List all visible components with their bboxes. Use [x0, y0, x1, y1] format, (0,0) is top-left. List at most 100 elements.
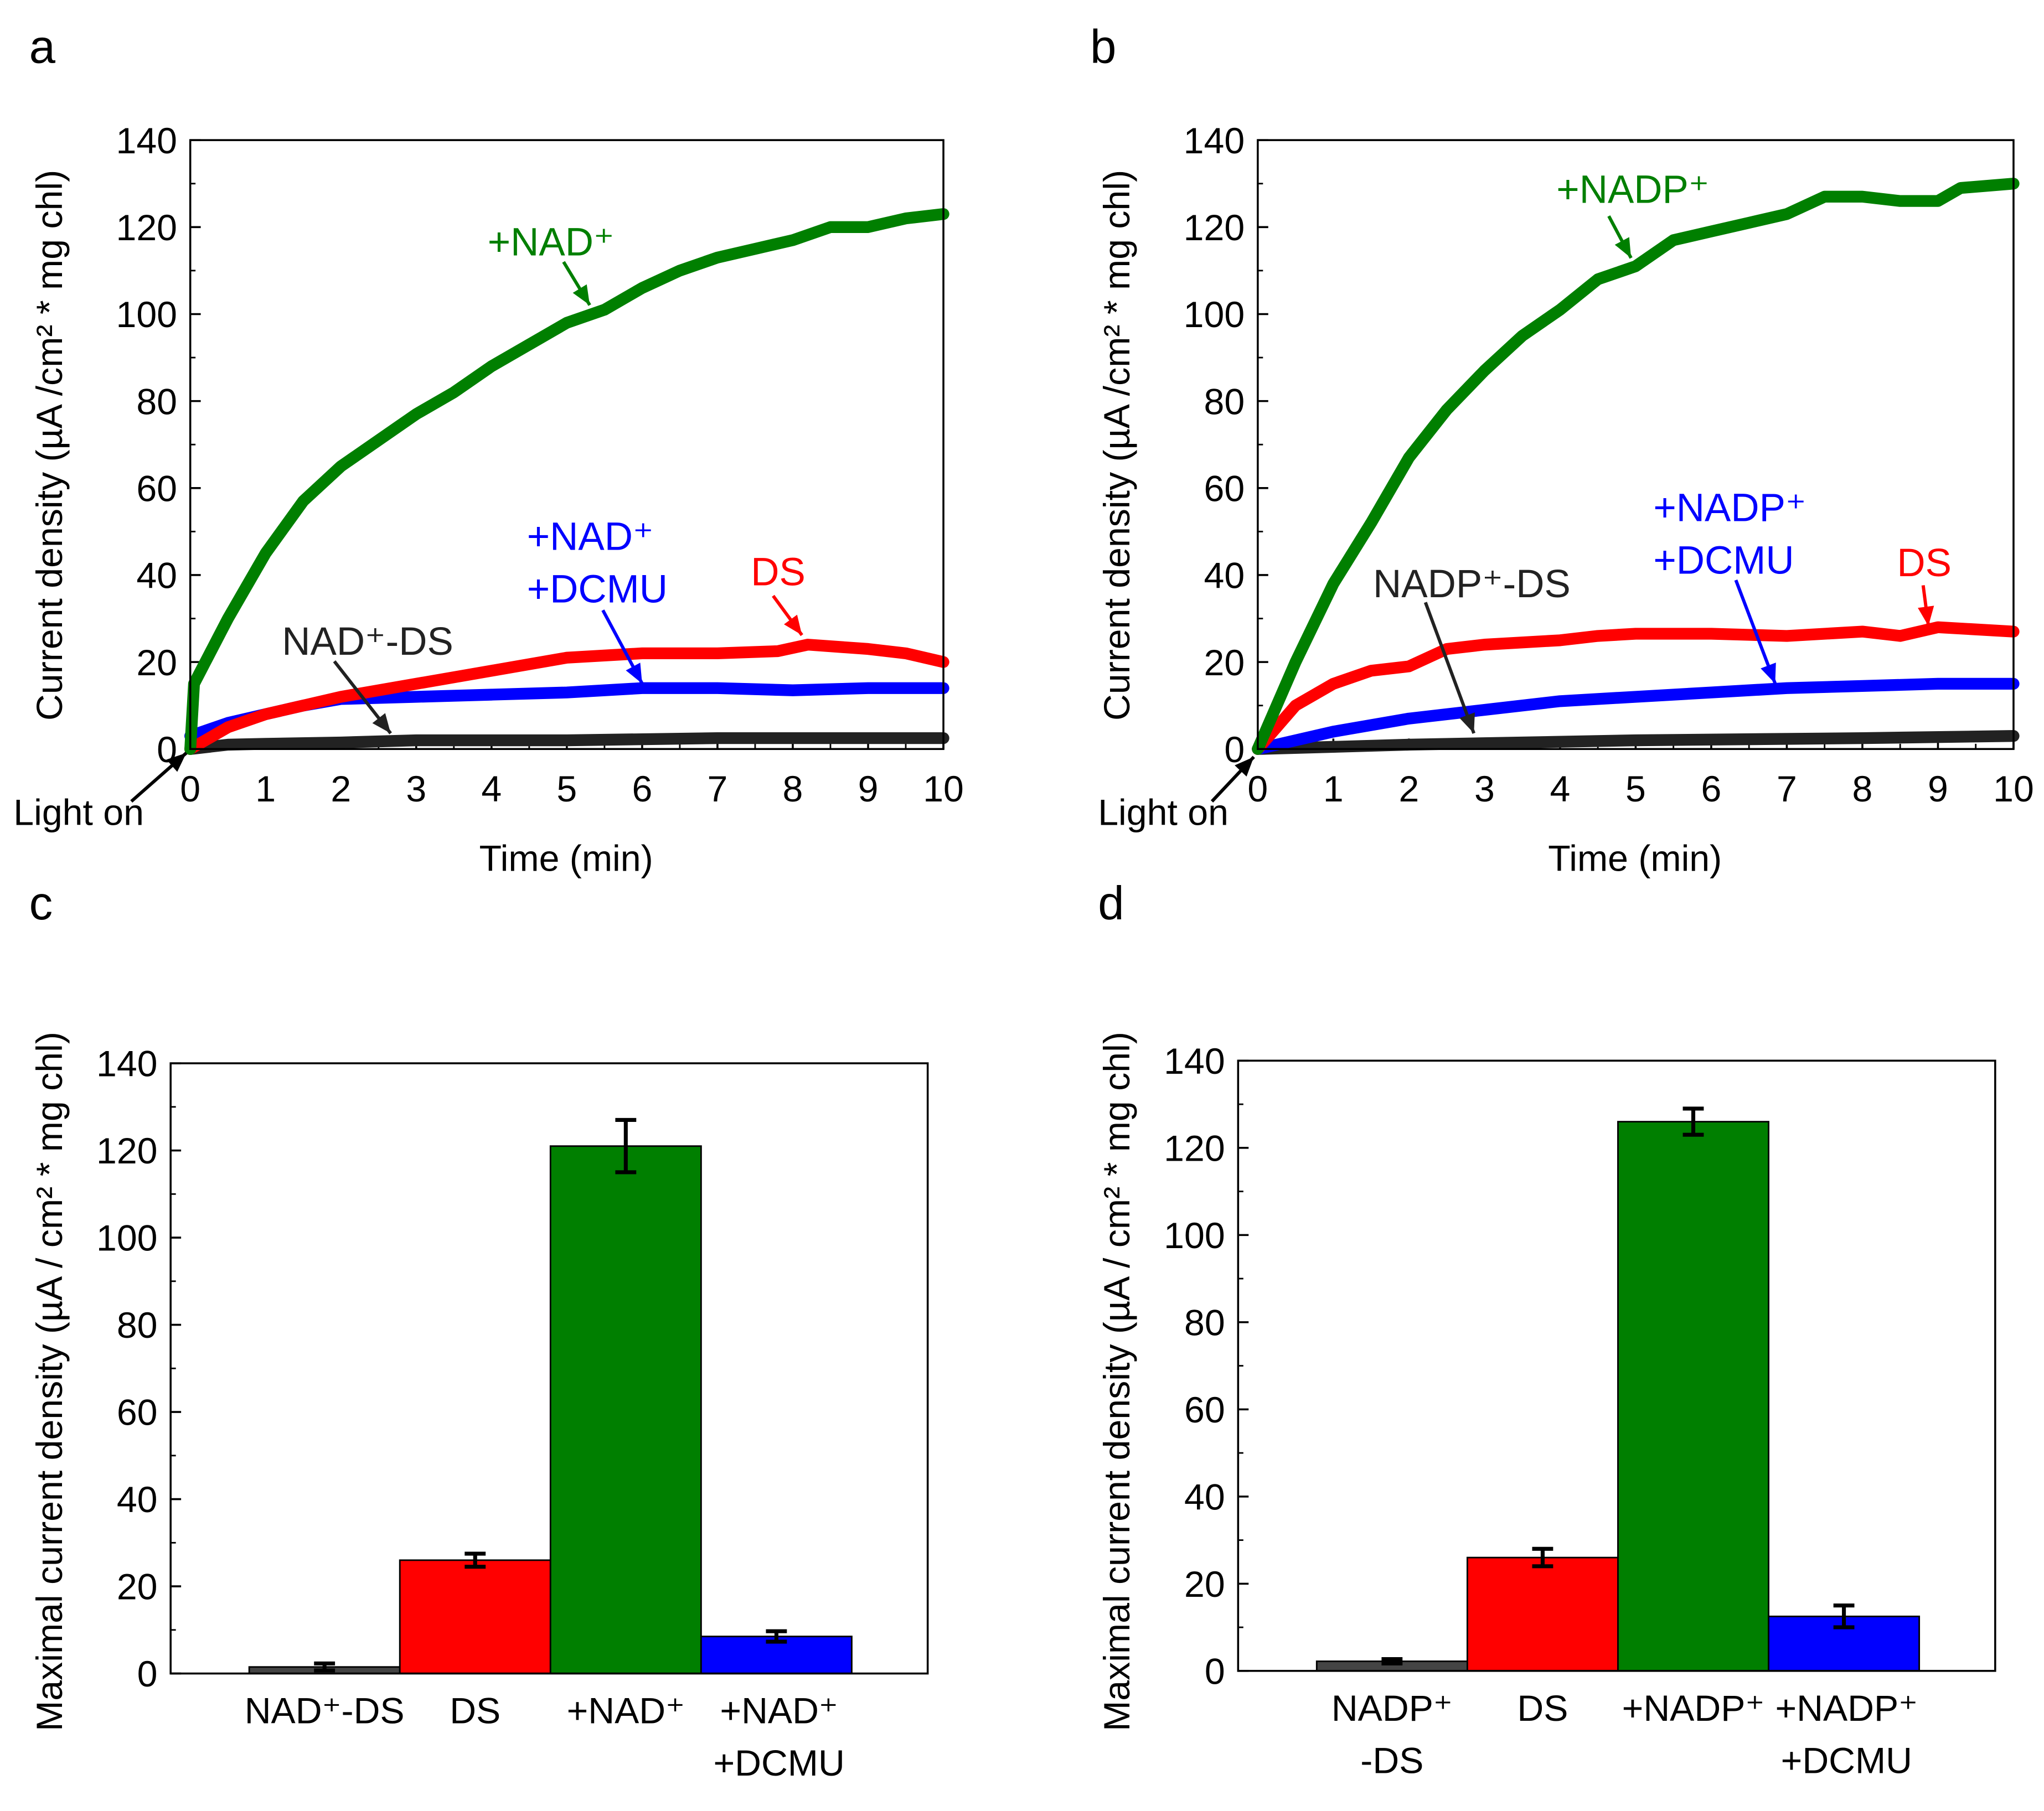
annotation-label: +DCMU: [1653, 539, 1794, 582]
category-label: DS: [450, 1690, 500, 1731]
x-axis-label: Time (min): [479, 838, 653, 879]
y-tick-label: 60: [1204, 468, 1245, 509]
category-label: +NADP⁺: [1622, 1688, 1765, 1729]
category-label: +DCMU: [1781, 1740, 1912, 1781]
panel-letter: c: [29, 877, 53, 930]
bar: [1466, 1556, 1619, 1672]
series-line-black: [1252, 730, 2020, 755]
y-tick-label: 100: [96, 1218, 158, 1259]
y-tick-label: 20: [117, 1567, 158, 1608]
light-on-label: Light on: [1098, 792, 1229, 833]
x-tick-label: 1: [1323, 769, 1344, 810]
y-tick-label: 40: [1184, 1477, 1225, 1518]
x-tick-label: 0: [180, 769, 200, 810]
x-tick-label: 4: [1550, 769, 1570, 810]
annotation-label: +NAD⁺: [488, 220, 615, 264]
x-tick-label: 9: [1928, 769, 1948, 810]
series-line-red: [184, 639, 949, 755]
y-tick-label: 60: [136, 468, 177, 509]
y-tick-label: 140: [96, 1044, 158, 1085]
y-tick-label: 120: [1164, 1129, 1225, 1170]
y-tick-label: 40: [117, 1479, 158, 1520]
annotation-label: NAD⁺-DS: [282, 620, 453, 664]
x-tick-label: 6: [1701, 769, 1721, 810]
series-line-green: [1252, 178, 2020, 755]
annotation-arrow-head: [572, 284, 590, 306]
series-line-red: [1252, 621, 2020, 755]
x-tick-label: 2: [331, 769, 351, 810]
category-label: +NAD⁺: [720, 1690, 838, 1731]
category-label: +NADP⁺: [1775, 1688, 1918, 1729]
x-tick-label: 9: [858, 769, 879, 810]
annotation-label: +NADP⁺: [1653, 487, 1806, 530]
y-tick-label: 20: [1184, 1564, 1225, 1605]
x-tick-label: 3: [406, 769, 426, 810]
series-line-black: [184, 732, 949, 755]
x-tick-label: 3: [1474, 769, 1495, 810]
y-axis-label: Current density (µA /cm² * mg chl): [29, 170, 70, 721]
series-line-blue: [184, 682, 949, 742]
category-label: +DCMU: [713, 1743, 844, 1784]
annotation-arrow-head: [1614, 237, 1632, 258]
x-tick-label: 8: [783, 769, 803, 810]
y-tick-label: 20: [136, 643, 177, 684]
x-tick-label: 4: [481, 769, 502, 810]
light-on-arrow-head: [166, 753, 187, 772]
x-tick-label: 1: [255, 769, 276, 810]
annotation-arrow-head: [626, 663, 642, 684]
light-on-arrow-head: [1235, 757, 1254, 777]
panel-d: d 0 20 40 60 80 100 120 140 Maximal current densi…: [1097, 877, 1996, 1781]
y-tick-label: 80: [117, 1305, 158, 1346]
x-tick-label: 8: [1852, 769, 1873, 810]
y-tick-label: 40: [136, 556, 177, 597]
annotation-arrow-head: [784, 614, 802, 635]
category-label: +NAD⁺: [567, 1690, 685, 1731]
y-axis-label: Current density (µA /cm² * mg chl): [1097, 170, 1138, 721]
plot-frame: [169, 1062, 929, 1675]
y-tick-label: 80: [1184, 1303, 1225, 1344]
y-tick-label: 120: [96, 1131, 158, 1172]
category-label: DS: [1517, 1688, 1568, 1729]
x-tick-label: 5: [556, 769, 577, 810]
x-tick-label: 10: [1993, 769, 2034, 810]
series-line-green: [184, 208, 949, 755]
annotation-arrow-head: [372, 713, 391, 733]
panel-letter: b: [1090, 21, 1116, 74]
y-tick-label: 140: [1164, 1041, 1225, 1082]
annotation-label: NADP⁺-DS: [1373, 562, 1571, 606]
annotation-arrow-head: [1918, 606, 1934, 626]
x-tick-label: 5: [1625, 769, 1646, 810]
y-tick-label: 0: [1205, 1652, 1225, 1693]
panel-letter: a: [29, 21, 56, 74]
plot-frame: [189, 139, 944, 751]
category-label: -DS: [1360, 1740, 1423, 1781]
x-axis-label: Time (min): [1548, 838, 1722, 879]
annotation-arrow-head: [1761, 663, 1776, 684]
y-tick-label: 0: [137, 1654, 158, 1695]
y-tick-label: 40: [1204, 556, 1245, 597]
panel-letter: d: [1098, 877, 1124, 930]
y-tick-label: 120: [116, 208, 177, 249]
annotation-label: +NAD⁺: [527, 515, 654, 559]
plot-frame: [1237, 1059, 1996, 1672]
category-label: NAD⁺-DS: [245, 1690, 405, 1731]
series-line-blue: [1252, 677, 2020, 755]
y-tick-label: 100: [1164, 1215, 1225, 1256]
y-tick-label: 80: [136, 381, 177, 422]
annotation-arrow-head: [1459, 712, 1475, 733]
x-tick-label: 6: [632, 769, 652, 810]
y-axis-label: Maximal current density (µA / cm² * mg c…: [29, 1032, 70, 1731]
bar: [549, 1145, 702, 1675]
x-tick-label: 2: [1398, 769, 1419, 810]
y-tick-label: 20: [1204, 643, 1245, 684]
y-tick-label: 80: [1204, 381, 1245, 422]
bar: [399, 1559, 551, 1675]
bar: [1617, 1121, 1769, 1672]
annotation-label: DS: [751, 551, 806, 594]
y-tick-label: 100: [1184, 294, 1245, 335]
light-on-label: Light on: [13, 792, 144, 833]
y-tick-label: 60: [1184, 1390, 1225, 1431]
annotation-arrow: [1423, 602, 1475, 734]
y-axis-label: Maximal current density (µA / cm² * mg c…: [1097, 1032, 1138, 1731]
